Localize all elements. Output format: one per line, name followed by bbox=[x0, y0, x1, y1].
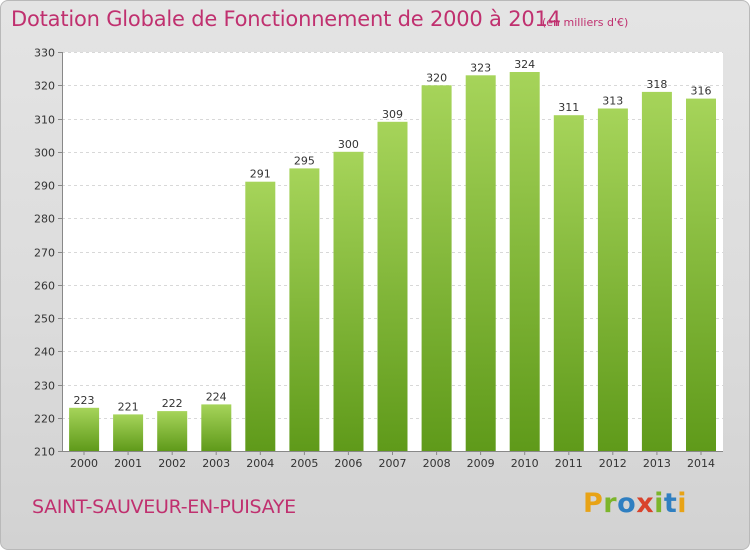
proxiti-logo: Proxiti bbox=[583, 488, 688, 519]
bar bbox=[157, 411, 188, 451]
x-tick-label: 2013 bbox=[643, 457, 671, 470]
value-label: 316 bbox=[691, 85, 712, 98]
value-label: 323 bbox=[470, 61, 491, 74]
bar bbox=[113, 414, 144, 451]
value-label: 291 bbox=[250, 168, 271, 181]
bar bbox=[421, 85, 452, 452]
value-label: 295 bbox=[294, 154, 315, 167]
bar bbox=[333, 151, 364, 452]
x-tick-label: 2004 bbox=[246, 457, 274, 470]
bar bbox=[686, 98, 716, 451]
value-labels: 223 221 222 224 291 295 300 309 320 323 324 311 313 3… bbox=[74, 58, 712, 413]
y-tick-label: 270 bbox=[34, 247, 55, 260]
y-tick-labels: 210 220 230 240 250 260 270 280 290 300 310 320 330 bbox=[34, 47, 55, 459]
bar bbox=[641, 91, 672, 452]
municipality-name: SAINT-SAUVEUR-EN-PUISAYE bbox=[32, 496, 296, 518]
value-label: 223 bbox=[74, 394, 95, 407]
x-tick-label: 2007 bbox=[379, 457, 407, 470]
y-tick-label: 290 bbox=[34, 180, 55, 193]
x-tick-label: 2010 bbox=[511, 457, 539, 470]
bar bbox=[69, 407, 100, 451]
y-tick-label: 300 bbox=[34, 147, 55, 160]
y-tick-label: 250 bbox=[34, 313, 55, 326]
x-tick-label: 2014 bbox=[687, 457, 715, 470]
y-tick-label: 310 bbox=[34, 114, 55, 127]
bar bbox=[465, 75, 496, 452]
y-tick-label: 230 bbox=[34, 380, 55, 393]
x-tick-label: 2009 bbox=[467, 457, 495, 470]
y-tick-label: 330 bbox=[34, 47, 55, 60]
x-tick-label: 2006 bbox=[334, 457, 362, 470]
y-tick-label: 240 bbox=[34, 346, 55, 359]
value-label: 318 bbox=[646, 78, 667, 91]
bar bbox=[597, 108, 628, 451]
value-label: 300 bbox=[338, 138, 359, 151]
value-label: 324 bbox=[514, 58, 535, 71]
y-tick-label: 280 bbox=[34, 213, 55, 226]
unit-label: (en milliers d'€) bbox=[542, 16, 629, 29]
bar bbox=[245, 181, 276, 451]
bar bbox=[377, 121, 408, 452]
y-tick-label: 220 bbox=[34, 413, 55, 426]
x-tick-label: 2000 bbox=[70, 457, 98, 470]
value-label: 311 bbox=[558, 101, 579, 114]
x-tick-labels: 2000 2001 2002 2003 2004 2005 2006 2007 2008 2009… bbox=[70, 451, 715, 470]
value-label: 309 bbox=[382, 108, 403, 121]
y-tick-label: 210 bbox=[34, 446, 55, 459]
x-tick-label: 2005 bbox=[290, 457, 318, 470]
x-tick-label: 2012 bbox=[599, 457, 627, 470]
bar bbox=[553, 115, 584, 451]
bar bbox=[289, 168, 320, 451]
value-label: 222 bbox=[162, 397, 183, 410]
chart-title: Dotation Globale de Fonctionnement de 20… bbox=[11, 7, 561, 31]
value-label: 313 bbox=[602, 95, 623, 108]
value-label: 221 bbox=[118, 400, 139, 413]
value-label: 224 bbox=[206, 390, 227, 403]
y-tick-label: 260 bbox=[34, 280, 55, 293]
x-tick-label: 2011 bbox=[555, 457, 583, 470]
bars bbox=[69, 72, 716, 452]
x-tick-label: 2003 bbox=[202, 457, 230, 470]
y-tick-label: 320 bbox=[34, 80, 55, 93]
x-tick-label: 2001 bbox=[114, 457, 142, 470]
x-tick-label: 2008 bbox=[423, 457, 451, 470]
bar bbox=[201, 404, 232, 451]
bar bbox=[509, 72, 540, 451]
x-tick-label: 2002 bbox=[158, 457, 186, 470]
value-label: 320 bbox=[426, 71, 447, 84]
